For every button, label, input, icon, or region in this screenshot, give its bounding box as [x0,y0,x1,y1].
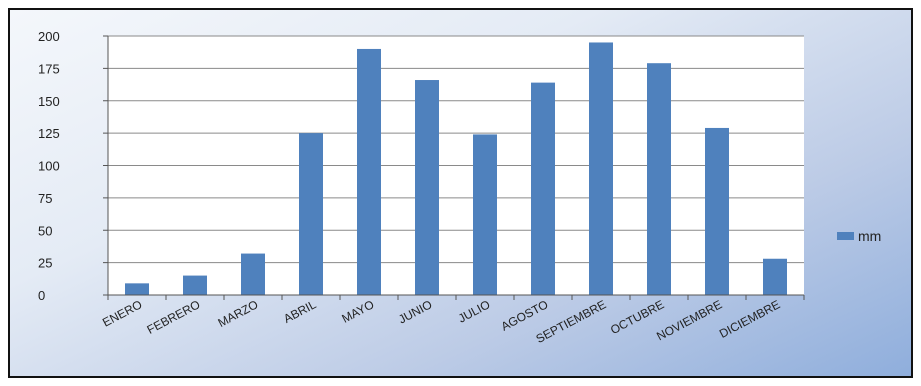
bar-febrero [183,275,207,295]
bar-enero [125,283,149,295]
x-tick-label: JULIO [456,297,493,325]
y-tick-label: 50 [38,223,52,238]
bar-septiembre [589,42,613,295]
x-tick-label: JUNIO [396,297,434,326]
bar-mayo [357,48,381,296]
y-tick-labels: 0 25 50 75 100 125 150 175 200 [38,29,60,303]
chart-area: 0 25 50 75 100 125 150 175 200 ENERO FEBRERO MARZO… [10,10,911,376]
y-tick-label: 125 [38,126,60,141]
legend-label: mm [858,228,881,244]
bar-noviembre [705,127,729,295]
y-tick-label: 0 [38,288,45,303]
bars [125,42,787,296]
x-tick-label: FEBRERO [145,297,203,337]
bar-marzo [241,253,265,295]
x-tick-label: ABRIL [281,297,318,326]
gridlines [108,35,804,264]
legend-swatch [837,232,854,240]
y-tick-label: 100 [38,159,60,174]
y-tick-label: 150 [38,94,60,109]
bar-junio [415,80,439,295]
chart-frame: 0 25 50 75 100 125 150 175 200 ENERO FEBRERO MARZO… [8,8,913,378]
bar-diciembre [763,258,787,295]
y-tick-label: 25 [38,256,52,271]
legend: mm [837,228,881,244]
bar-chart: 0 25 50 75 100 125 150 175 200 ENERO FEBRERO MARZO… [38,29,881,346]
y-tick-label: 200 [38,29,60,44]
x-tick-labels: ENERO FEBRERO MARZO ABRIL MAYO JUNIO JULIO AGOS… [100,297,782,346]
x-tick-label: DICIEMBRE [717,297,782,341]
y-tick-label: 175 [38,61,60,76]
bar-julio [473,134,497,295]
x-tick-label: MARZO [216,297,261,330]
x-tick-label: ENERO [100,297,144,329]
axes [103,35,805,300]
bar-agosto [531,82,555,296]
bar-abril [299,133,323,295]
x-tick-label: MAYO [339,297,376,326]
x-tick-label: NOVIEMBRE [654,297,724,343]
y-tick-label: 75 [38,191,52,206]
bar-octubre [647,63,671,295]
